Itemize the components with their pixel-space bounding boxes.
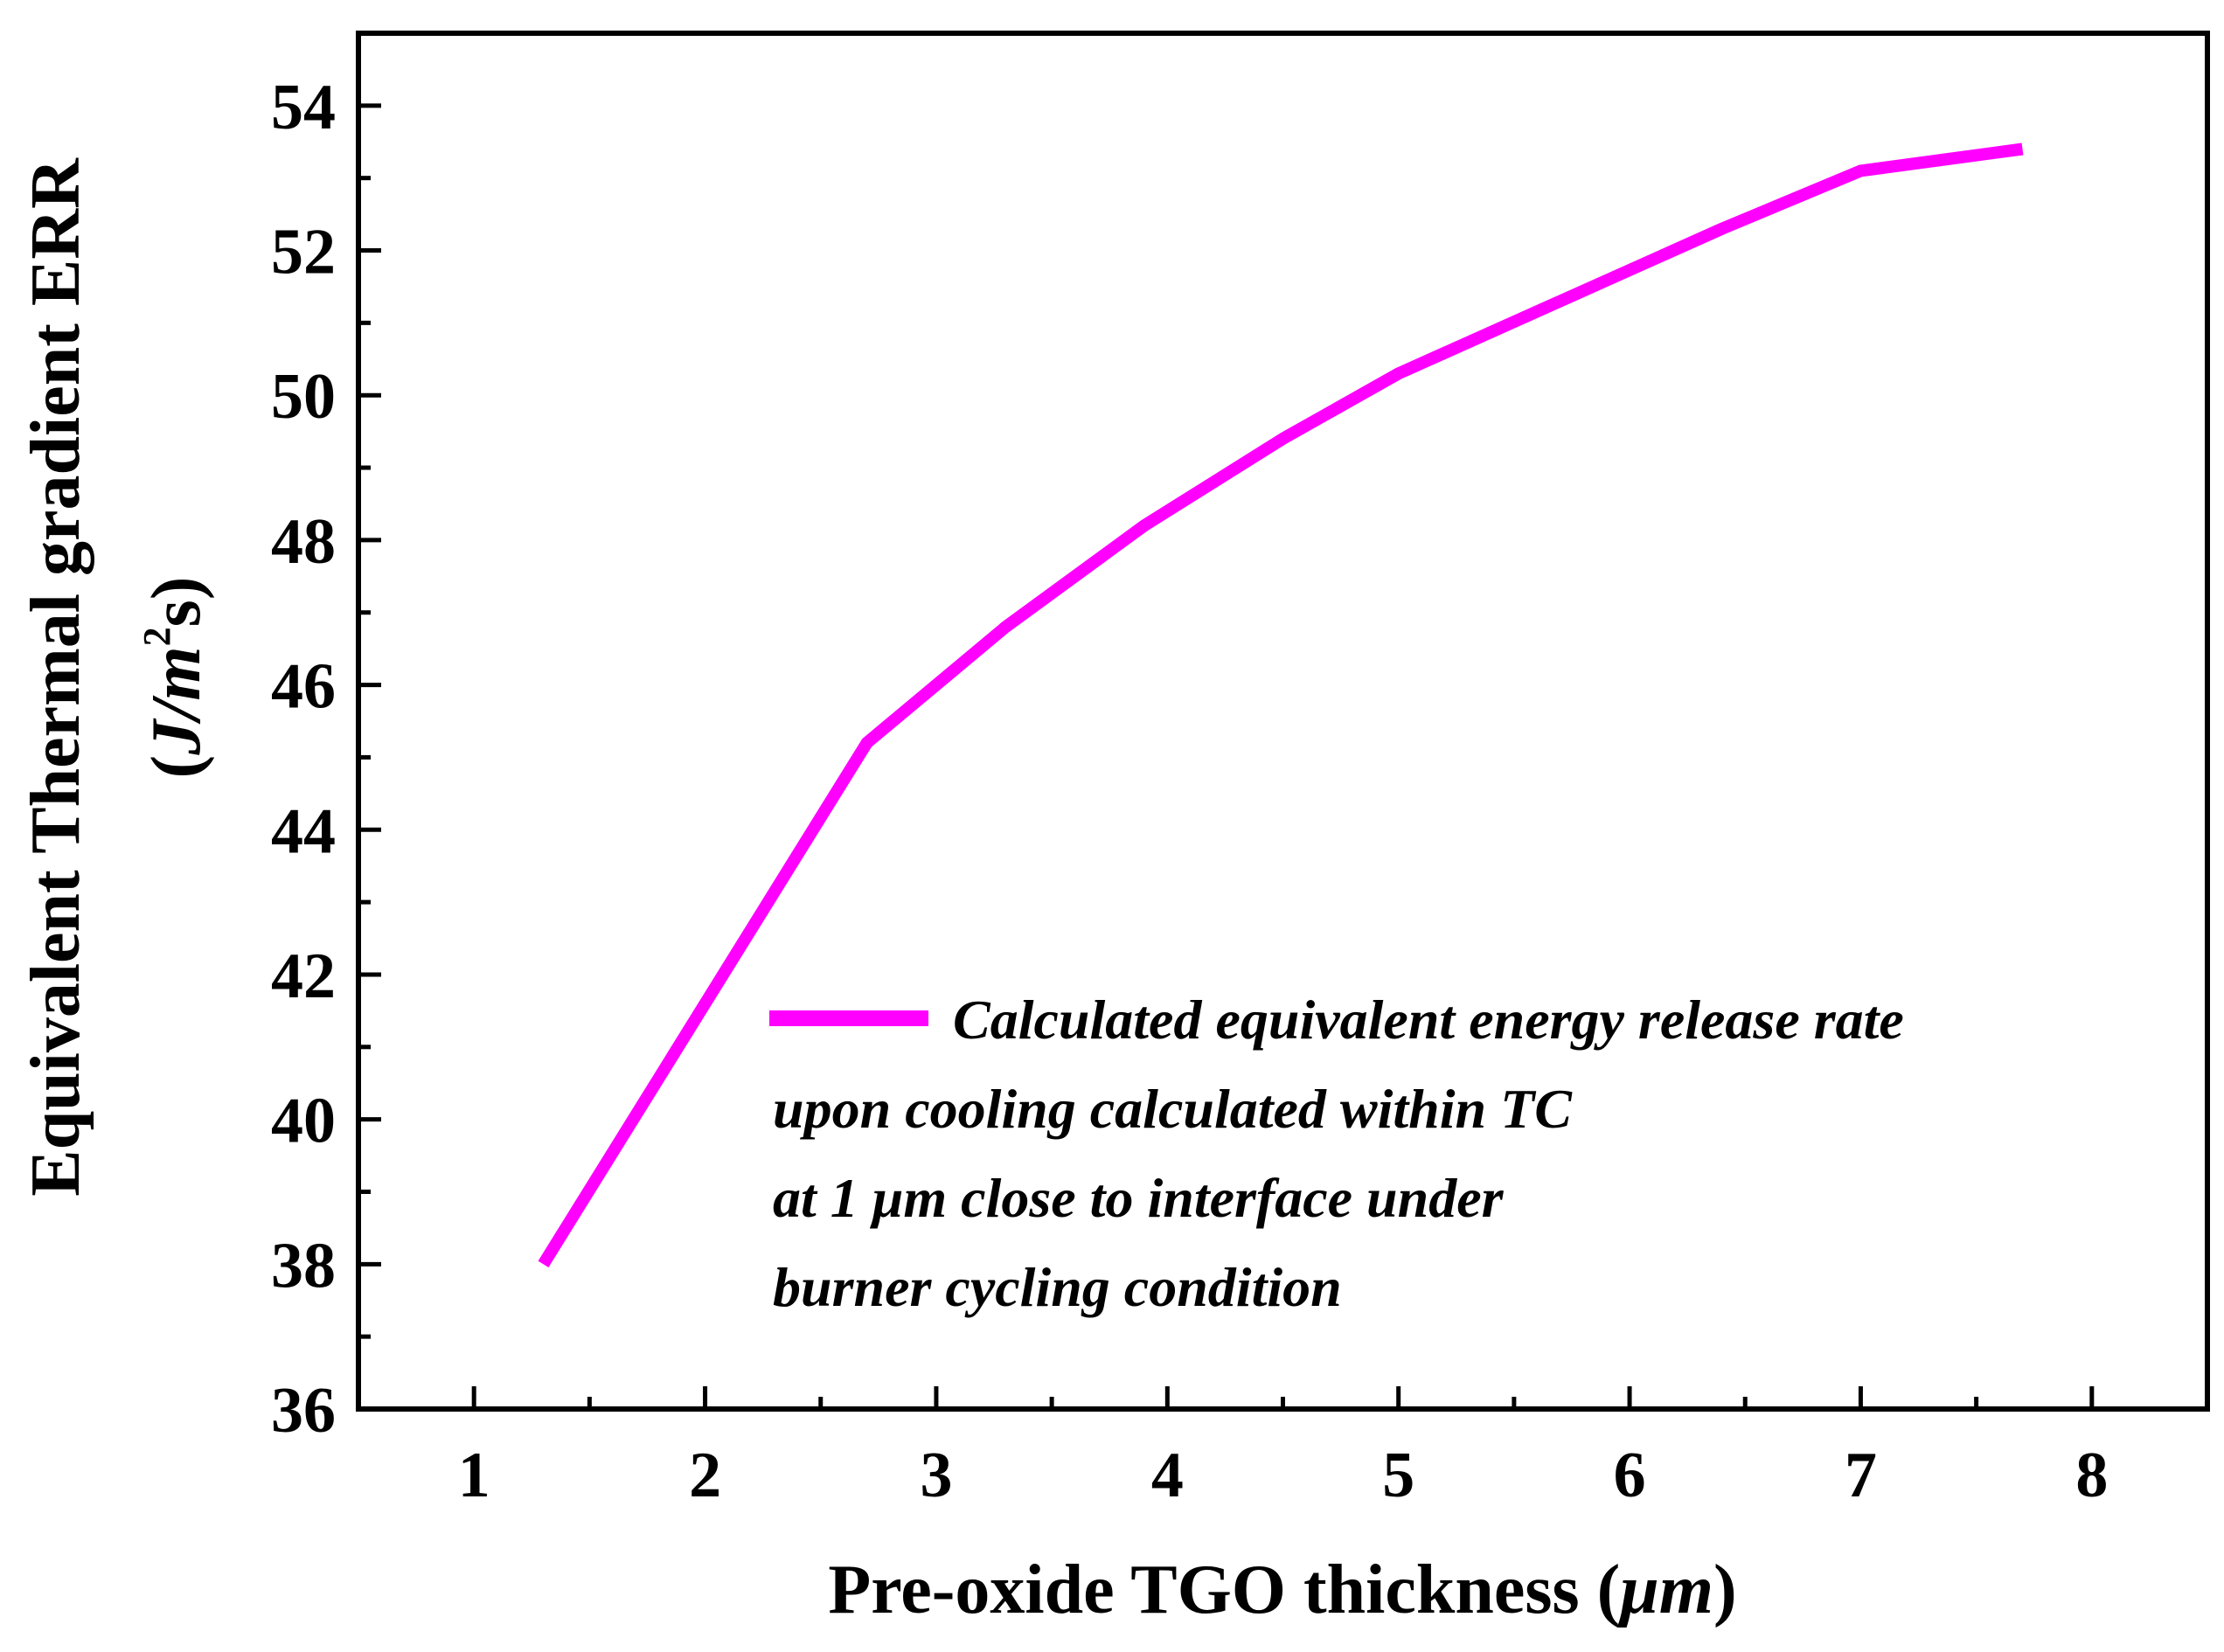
legend-line-4: burner cycling condition bbox=[773, 1256, 1342, 1318]
x-tick-label: 8 bbox=[2075, 1440, 2108, 1511]
x-axis-title-main: Pre-oxide TGO thickness ( bbox=[828, 1551, 1620, 1628]
y-tick-label: 36 bbox=[271, 1375, 336, 1447]
y-tick-label: 52 bbox=[271, 217, 336, 288]
legend-line-2: upon cooling calculated within TC bbox=[773, 1078, 1573, 1140]
legend-line-1: Calculated equivalent energy release rat… bbox=[953, 989, 1904, 1051]
y-axis-title-close: s) bbox=[138, 577, 215, 628]
y-tick-label: 44 bbox=[271, 795, 336, 867]
x-axis-title-unit: μm bbox=[1616, 1551, 1713, 1628]
y-axis-title-open: ( bbox=[138, 755, 215, 779]
y-axis-title-line-2: (J/m2s) bbox=[136, 577, 215, 779]
x-tick-label: 7 bbox=[1845, 1440, 1877, 1511]
y-tick-label: 48 bbox=[271, 506, 336, 578]
y-tick-label: 38 bbox=[271, 1230, 336, 1301]
y-tick-label: 42 bbox=[271, 941, 336, 1012]
y-tick-label: 40 bbox=[271, 1086, 336, 1157]
y-axis-ticks: 36 38 40 42 44 46 48 50 52 54 bbox=[271, 72, 381, 1447]
x-tick-label: 2 bbox=[689, 1440, 721, 1511]
x-tick-label: 5 bbox=[1382, 1440, 1414, 1511]
y-tick-label: 50 bbox=[271, 361, 336, 433]
y-axis-title-sup: 2 bbox=[136, 627, 178, 646]
x-axis-ticks: 1 2 3 4 5 6 7 8 bbox=[458, 1386, 2108, 1511]
legend: Calculated equivalent energy release rat… bbox=[769, 989, 1904, 1318]
y-axis-title-unit: J/m bbox=[138, 646, 215, 755]
x-tick-label: 1 bbox=[458, 1440, 490, 1511]
x-tick-label: 4 bbox=[1151, 1440, 1184, 1511]
y-axis-title: Equivalent Thermal gradient ERR (J/m2s) bbox=[17, 157, 215, 1197]
series-layer bbox=[538, 142, 2024, 1267]
y-tick-label: 46 bbox=[271, 651, 336, 723]
x-axis-title-close: ) bbox=[1713, 1551, 1737, 1628]
x-tick-label: 6 bbox=[1614, 1440, 1646, 1511]
legend-line-3: at 1 μm close to interface under bbox=[773, 1167, 1505, 1229]
x-axis-title: Pre-oxide TGO thickness (μm) bbox=[828, 1551, 1736, 1628]
y-tick-label: 54 bbox=[271, 72, 336, 143]
x-tick-label: 3 bbox=[920, 1440, 952, 1511]
y-axis-title-line-1: Equivalent Thermal gradient ERR bbox=[17, 157, 94, 1197]
series-line bbox=[538, 142, 2024, 1267]
